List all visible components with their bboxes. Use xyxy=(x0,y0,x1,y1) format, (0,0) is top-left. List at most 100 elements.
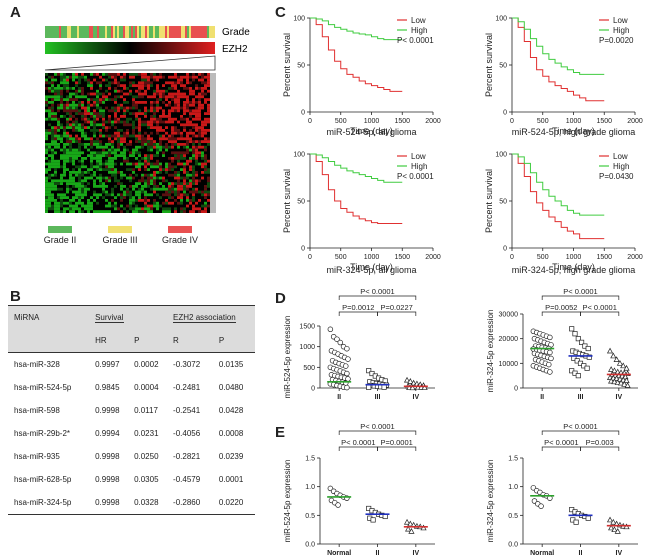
heatmap-cell xyxy=(132,120,135,124)
heatmap-cell xyxy=(150,204,153,208)
heatmap-cell xyxy=(135,157,138,160)
heatmap-cell xyxy=(192,173,195,177)
heatmap-cell xyxy=(135,140,138,143)
heatmap-cell xyxy=(162,207,165,211)
heatmap-cell xyxy=(111,165,114,169)
data-point xyxy=(613,375,620,381)
heatmap-cell xyxy=(114,120,117,124)
heatmap-cell xyxy=(150,210,153,213)
grade-bar-cell xyxy=(141,26,143,38)
heatmap-cell xyxy=(162,145,165,149)
data-point xyxy=(382,378,388,384)
heatmap-cell xyxy=(171,87,174,90)
heatmap-cell xyxy=(81,151,84,155)
heatmap-panel: Grade EZH2 Grade II Grade III Grade IV xyxy=(44,26,250,245)
heatmap-cell xyxy=(153,190,156,194)
heatmap-cell xyxy=(123,120,126,124)
heatmap-cell xyxy=(204,168,207,171)
heatmap-cell xyxy=(159,143,162,146)
heatmap-cell xyxy=(114,137,117,141)
y-tick-label: 50 xyxy=(499,199,507,206)
heatmap-cell xyxy=(93,171,96,174)
survival-line-low xyxy=(310,153,403,225)
heatmap-cell xyxy=(144,140,147,143)
heatmap-cell xyxy=(138,210,141,213)
heatmap-cell xyxy=(132,162,135,166)
heatmap-cell xyxy=(75,89,78,93)
heatmap-cell xyxy=(183,137,186,141)
heatmap-cell xyxy=(69,95,72,99)
data-point xyxy=(344,370,350,377)
grade-bar-cell xyxy=(131,26,133,38)
significance-bracket xyxy=(541,446,581,451)
heatmap-cell xyxy=(129,112,132,115)
heatmap-cell xyxy=(180,137,183,141)
heatmap-cell xyxy=(48,176,51,180)
heatmap-cell xyxy=(45,87,48,90)
heatmap-cell xyxy=(186,101,189,104)
heatmap-cell xyxy=(111,143,114,146)
p-value-annotation: P< 0.0001 xyxy=(397,36,434,45)
heatmap-cell xyxy=(138,84,141,87)
data-point xyxy=(366,384,372,390)
heatmap-cell xyxy=(189,81,192,85)
y-axis-label: miR-324-5p expression xyxy=(486,460,495,543)
heatmap-cell xyxy=(156,187,159,191)
heatmap-cell xyxy=(117,95,120,99)
heatmap-cell xyxy=(132,210,135,213)
data-point xyxy=(582,343,588,349)
heatmap-cell xyxy=(192,112,195,115)
heatmap-cell xyxy=(114,109,117,113)
heatmap-cell xyxy=(153,187,156,191)
heatmap-cell xyxy=(81,204,84,208)
heatmap-cell xyxy=(123,73,126,76)
heatmap-cell xyxy=(132,101,135,104)
heatmap-cell xyxy=(144,165,147,169)
heatmap-cell xyxy=(84,193,87,197)
y-tick-label: 100 xyxy=(495,16,507,23)
heatmap-cell xyxy=(75,73,78,76)
heatmap-cell xyxy=(72,126,75,129)
heatmap-cell xyxy=(45,137,48,141)
heatmap-cell xyxy=(135,95,138,99)
heatmap-cell xyxy=(201,204,204,208)
heatmap-cell xyxy=(111,171,114,174)
heatmap-cell xyxy=(51,81,54,85)
heatmap-cell xyxy=(150,123,153,127)
heatmap-cell xyxy=(195,187,198,191)
heatmap-cell xyxy=(48,207,51,211)
heatmap-cell xyxy=(186,196,189,199)
heatmap-cell xyxy=(96,154,99,157)
heatmap-cell xyxy=(168,109,171,113)
y-axis-label: Percent survival xyxy=(484,33,494,97)
heatmap-cell xyxy=(102,115,105,118)
heatmap-cell xyxy=(57,103,60,107)
heatmap-cell xyxy=(150,75,153,79)
heatmap-cell xyxy=(132,199,135,202)
heatmap-cell xyxy=(120,154,123,157)
heatmap-cell xyxy=(108,81,111,85)
heatmap-cell xyxy=(60,126,63,129)
heatmap-cell xyxy=(126,187,129,191)
heatmap-cell xyxy=(90,204,93,208)
heatmap-cell xyxy=(180,143,183,146)
heatmap-cell xyxy=(186,106,189,110)
x-tick-label: Normal xyxy=(327,550,351,557)
legend-label-low: Low xyxy=(411,16,426,25)
heatmap-cell xyxy=(156,151,159,155)
grade-bar-cell xyxy=(143,26,145,38)
heatmap-cell xyxy=(204,75,207,79)
heatmap-cell xyxy=(114,207,117,211)
grade-bar-cell xyxy=(63,26,65,38)
y-tick-label: 0.5 xyxy=(305,513,315,520)
heatmap-cell xyxy=(75,137,78,141)
heatmap-cell xyxy=(207,106,210,110)
heatmap-cell xyxy=(108,201,111,205)
heatmap-cell xyxy=(129,154,132,157)
heatmap-cell xyxy=(45,182,48,185)
data-point xyxy=(624,370,631,377)
y-axis-label: miR-524-5p expression xyxy=(283,460,292,543)
data-point xyxy=(621,380,628,387)
heatmap-cell xyxy=(114,126,117,129)
heatmap-cell xyxy=(129,123,132,127)
